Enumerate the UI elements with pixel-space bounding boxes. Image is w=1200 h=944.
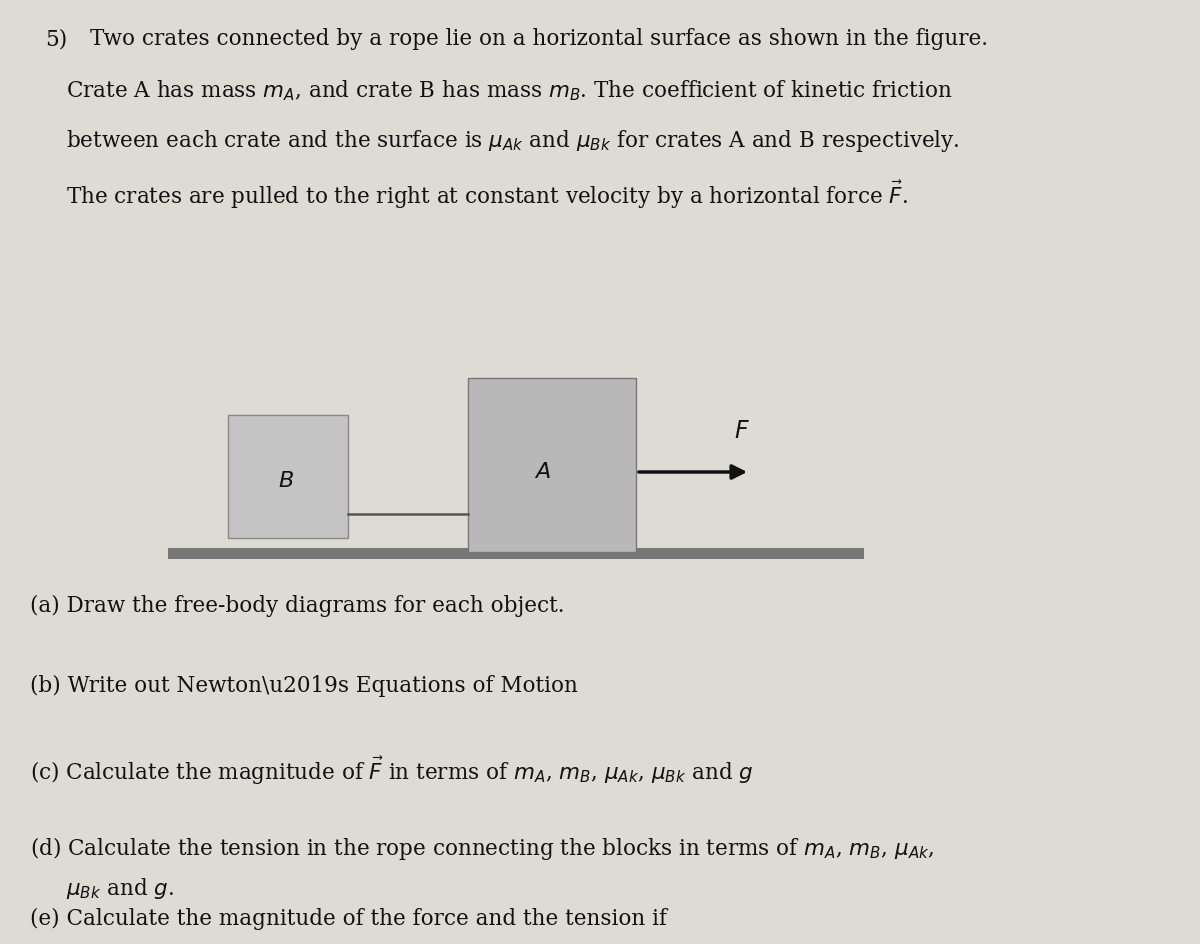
Bar: [168, 548, 864, 559]
Text: (e) Calculate the magnitude of the force and the tension if: (e) Calculate the magnitude of the force…: [30, 908, 667, 930]
Text: (d) Calculate the tension in the rope connecting the blocks in terms of $m_A$, $: (d) Calculate the tension in the rope co…: [30, 835, 935, 863]
Text: Crate A has mass $m_A$, and crate B has mass $m_B$. The coefficient of kinetic f: Crate A has mass $m_A$, and crate B has …: [66, 78, 953, 103]
Bar: [228, 415, 348, 538]
Text: $F$: $F$: [733, 419, 750, 444]
Text: between each crate and the surface is $\mu_{Ak}$ and $\mu_{Bk}$ for crates A and: between each crate and the surface is $\…: [66, 128, 960, 155]
Text: $B$: $B$: [277, 471, 294, 492]
Text: $A$: $A$: [534, 462, 551, 482]
Text: $\mu_{Bk}$ and $g$.: $\mu_{Bk}$ and $g$.: [66, 876, 174, 901]
Text: 5): 5): [46, 28, 68, 50]
Bar: [468, 378, 636, 552]
Text: (b) Write out Newton\u2019s Equations of Motion: (b) Write out Newton\u2019s Equations of…: [30, 675, 578, 697]
Text: The crates are pulled to the right at constant velocity by a horizontal force $\: The crates are pulled to the right at co…: [66, 178, 908, 211]
Text: (c) Calculate the magnitude of $\vec{F}$ in terms of $m_A$, $m_B$, $\mu_{Ak}$, $: (c) Calculate the magnitude of $\vec{F}$…: [30, 755, 754, 787]
Text: (a) Draw the free-body diagrams for each object.: (a) Draw the free-body diagrams for each…: [30, 595, 564, 616]
Text: Two crates connected by a rope lie on a horizontal surface as shown in the figur: Two crates connected by a rope lie on a …: [90, 28, 988, 50]
